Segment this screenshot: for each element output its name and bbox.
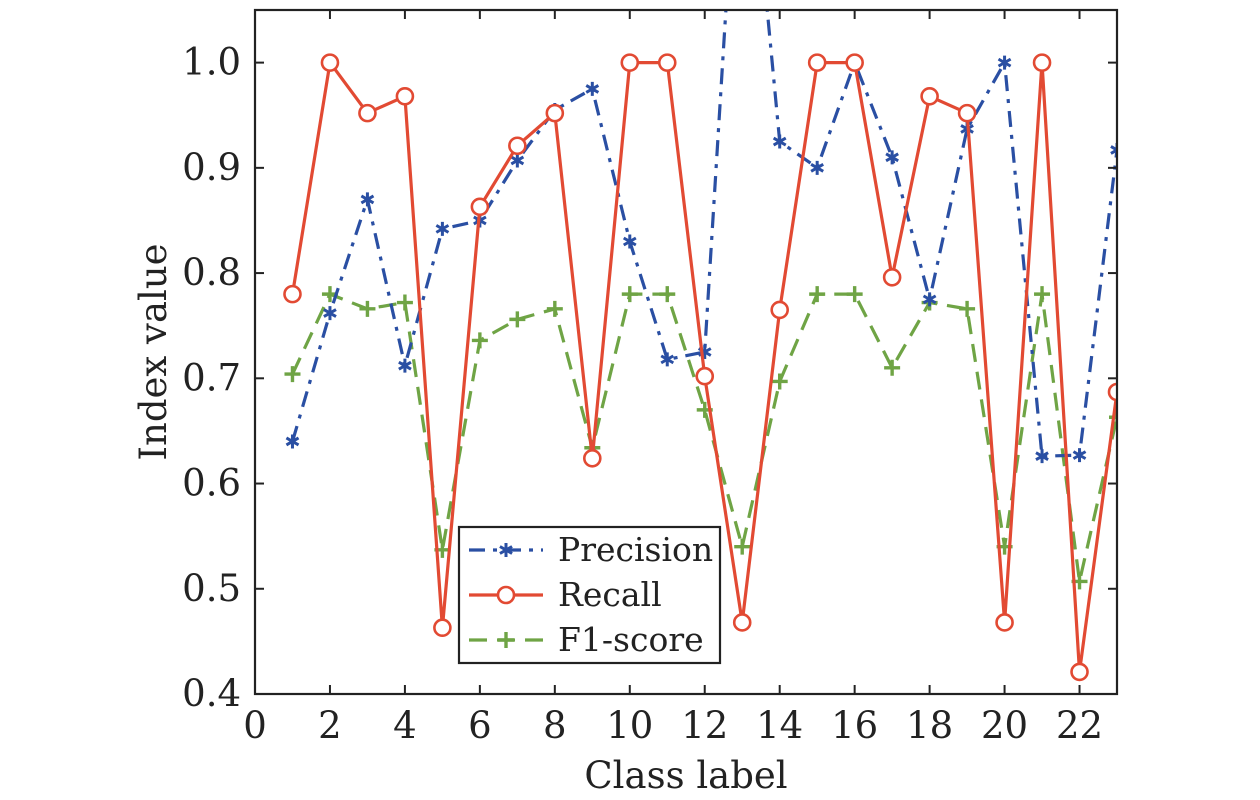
series-line xyxy=(291,292,1117,584)
data-point xyxy=(433,618,452,638)
data-point xyxy=(285,434,300,449)
data-point xyxy=(498,632,514,648)
y-tick-label: 0.8 xyxy=(182,251,241,294)
data-point xyxy=(1072,448,1087,463)
series-layer xyxy=(283,10,1117,682)
data-point xyxy=(732,613,752,632)
data-point xyxy=(846,286,863,303)
data-point xyxy=(359,300,376,317)
data-point xyxy=(920,86,939,106)
data-point xyxy=(997,55,1012,70)
x-tick-label: 4 xyxy=(393,704,417,747)
data-point xyxy=(995,613,1014,632)
x-tick-label: 10 xyxy=(606,704,653,747)
data-point xyxy=(884,359,901,376)
x-tick-label: 0 xyxy=(243,704,267,747)
x-tick-label: 2 xyxy=(318,704,342,747)
ticks-layer xyxy=(254,10,1117,695)
data-point xyxy=(545,103,565,123)
data-point xyxy=(622,234,637,249)
legend-item: Precision xyxy=(469,530,713,569)
labels-layer: 0 2 4 6 8 10 12 14 16 18 20 22 0.4 0.5 0.6 0.7 0.8 0.9 1.0 xyxy=(182,41,1103,747)
data-point xyxy=(807,53,827,72)
y-tick-label: 0.5 xyxy=(182,567,241,610)
data-point xyxy=(1107,382,1117,402)
series-line xyxy=(290,10,1117,458)
data-point xyxy=(845,53,864,72)
data-point xyxy=(510,153,525,168)
data-point xyxy=(695,366,715,386)
data-point xyxy=(882,267,902,287)
data-point xyxy=(358,103,377,123)
data-point xyxy=(657,53,677,72)
data-point xyxy=(284,366,301,383)
y-tick-label: 0.6 xyxy=(182,462,241,505)
data-point xyxy=(1034,286,1051,303)
data-point xyxy=(660,352,675,367)
data-point xyxy=(1035,449,1049,464)
y-tick-label: 0.4 xyxy=(182,672,241,715)
data-point xyxy=(770,300,789,320)
data-point xyxy=(885,150,899,165)
data-point xyxy=(583,448,602,468)
legend-item: Recall xyxy=(469,575,662,614)
data-point xyxy=(621,286,638,303)
x-tick-label: 16 xyxy=(831,704,878,747)
y-tick-label: 0.9 xyxy=(182,146,241,189)
data-point xyxy=(499,543,513,557)
data-point xyxy=(320,53,340,72)
series-recall xyxy=(283,53,1117,682)
x-tick-label: 14 xyxy=(756,704,803,747)
data-point xyxy=(283,284,302,304)
x-tick-label: 18 xyxy=(906,704,953,747)
data-point xyxy=(809,286,826,303)
x-tick-label: 12 xyxy=(681,704,728,747)
data-point xyxy=(323,306,337,321)
data-point xyxy=(585,81,600,96)
data-point xyxy=(734,538,751,555)
series-f1-score xyxy=(284,286,1117,590)
data-point xyxy=(810,160,824,175)
data-point xyxy=(470,197,490,217)
x-tick-label: 22 xyxy=(1056,704,1103,747)
y-tick-label: 0.7 xyxy=(182,356,241,399)
data-point xyxy=(509,311,526,328)
data-point xyxy=(471,332,488,349)
data-point xyxy=(922,292,937,307)
data-point xyxy=(546,300,563,317)
y-axis-title: Index value xyxy=(132,243,175,460)
data-point xyxy=(398,358,412,373)
data-point xyxy=(957,103,977,123)
legend-label: Precision xyxy=(558,530,713,569)
y-tick-label: 1.0 xyxy=(182,41,241,84)
legend-label: Recall xyxy=(558,575,662,614)
data-point xyxy=(1032,53,1052,72)
data-point xyxy=(508,136,527,156)
data-point xyxy=(771,373,788,390)
data-point xyxy=(360,192,375,207)
data-point xyxy=(435,221,450,236)
data-point xyxy=(396,294,413,311)
plot-frame xyxy=(253,8,1119,696)
data-point xyxy=(959,300,976,317)
legend-label: F1-score xyxy=(558,620,704,659)
data-point xyxy=(620,53,640,72)
data-point xyxy=(772,134,787,149)
legend: Precision Recall F1-score xyxy=(457,525,722,665)
data-point xyxy=(496,585,516,605)
data-point xyxy=(1109,409,1117,426)
data-point xyxy=(395,86,415,106)
data-point xyxy=(659,286,676,303)
x-tick-label: 20 xyxy=(981,704,1028,747)
x-axis-title: Class label xyxy=(584,754,787,797)
data-point xyxy=(1110,142,1117,157)
x-tick-label: 6 xyxy=(468,704,492,747)
legend-item: F1-score xyxy=(469,620,704,659)
data-point xyxy=(1070,662,1089,682)
x-tick-label: 8 xyxy=(543,704,567,747)
series-precision xyxy=(285,10,1117,464)
